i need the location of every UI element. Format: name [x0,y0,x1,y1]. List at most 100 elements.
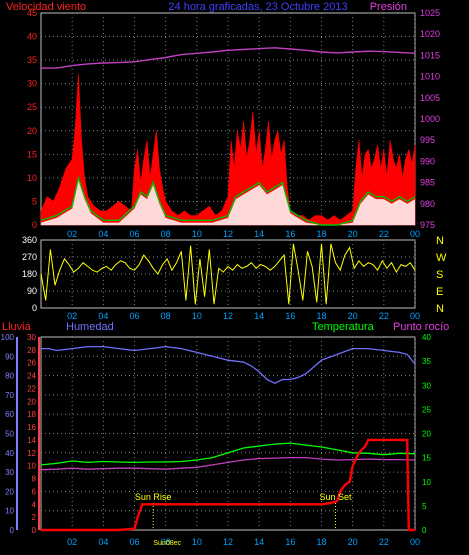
temperature-tick-label: 40 [422,333,431,342]
direction-x-tick-label: 20 [348,311,358,321]
grid-lines [16,13,416,530]
compass-label: N [436,235,444,247]
humidity-tick-label: 80 [5,372,14,381]
rain-axis-title: Lluvia [2,321,32,333]
rain-tick-label: 2 [32,513,37,522]
rain-x-tick-label: 10 [192,537,202,547]
wind-speed-tick-label: 40 [27,32,37,42]
direction-tick-label: 0 [32,303,37,313]
rain-x-tick-label: 04 [98,537,108,547]
temperature-tick-label: 5 [422,502,427,511]
humidity-line [41,345,416,385]
wind-speed-tick-label: 20 [27,126,37,136]
rain-x-tick-label: 08 [161,537,171,547]
humidity-tick-label: 20 [5,487,14,496]
direction-x-tick-label: 00 [410,311,420,321]
rain-x-tick-label: 02 [67,537,77,547]
temperature-tick-label: 30 [422,381,431,390]
rain-x-tick-label: 06 [129,537,139,547]
direction-x-tick-label: 18 [316,311,326,321]
compass-label: N [436,303,444,315]
left-axis-title: Velocidad viento [6,1,86,13]
chart-title: 24 hora graficadas, 23 Octubre 2013 [168,1,347,13]
humidity-tick-label: 50 [5,430,14,439]
rain-x-tick-label: 22 [379,537,389,547]
wind-speed-tick-label: 0 [32,220,37,230]
temperature-tick-label: 0 [422,526,427,535]
wind-gust-area [40,74,416,226]
pressure-tick-label: 1005 [420,93,440,103]
pressure-line [41,47,416,69]
rain-tick-label: 14 [27,436,36,445]
rain-tick-label: 12 [27,449,36,458]
rain-tick-label: 0 [32,526,37,535]
wind-speed-tick-label: 25 [27,102,37,112]
direction-tick-label: 90 [27,286,37,296]
pressure-tick-label: 1025 [420,8,440,18]
direction-x-tick-label: 02 [67,311,77,321]
compass-label: E [436,286,443,298]
wind-speed-tick-label: 30 [27,79,37,89]
right-axis-title: Presión [370,1,407,13]
wind-x-tick-label: 16 [285,229,295,239]
rain-tick-label: 6 [32,487,37,496]
direction-x-tick-label: 10 [192,311,202,321]
temperature-tick-label: 15 [422,454,431,463]
wind-x-tick-label: 08 [161,229,171,239]
rain-line [41,438,415,532]
temperature-tick-label: 25 [422,405,431,414]
sun-annotation-label: Sun Set [320,492,353,502]
wind-speed-tick-label: 15 [27,149,37,159]
wind-speed-tick-label: 10 [27,173,37,183]
direction-x-tick-label: 06 [129,311,139,321]
rain-x-tick-label: 20 [348,537,358,547]
direction-tick-label: 360 [22,235,37,245]
direction-x-tick-label: 08 [161,311,171,321]
rain-x-tick-label: 18 [316,537,326,547]
pressure-tick-label: 1015 [420,50,440,60]
direction-x-tick-label: 12 [223,311,233,321]
direction-x-tick-label: 22 [379,311,389,321]
humidity-tick-label: 60 [5,410,14,419]
humidity-tick-label: 30 [5,468,14,477]
pressure-tick-label: 980 [420,199,435,209]
wind-average-line [40,175,416,226]
tick-labels: 0510152025303540459759809859909951000100… [1,8,447,547]
temperature-tick-label: 20 [422,430,431,439]
wind-x-tick-label: 04 [98,229,108,239]
sun-annotation-label: Sun Rise [135,492,172,502]
humidity-tick-label: 10 [5,507,14,516]
wind-x-tick-label: 22 [379,229,389,239]
direction-x-tick-label: 04 [98,311,108,321]
wind-x-tick-label: 00 [410,229,420,239]
rain-tick-label: 16 [27,423,36,432]
pressure-tick-label: 995 [420,135,435,145]
rain-x-tick-label: 00 [410,537,420,547]
rain-tick-label: 8 [32,475,37,484]
temperature-tick-label: 10 [422,478,431,487]
wind-x-tick-label: 06 [129,229,139,239]
direction-tick-label: 180 [22,269,37,279]
pressure-tick-label: 975 [420,220,435,230]
humidity-axis-title: Humedad [66,321,114,333]
dewpoint-line [40,456,416,471]
wind-x-tick-label: 18 [316,229,326,239]
humidity-tick-label: 100 [1,333,15,342]
wind-x-tick-label: 12 [223,229,233,239]
wind-direction-line [40,243,416,305]
wind-x-tick-label: 20 [348,229,358,239]
dewpoint-axis-title: Punto rocío [393,321,449,333]
temperature-axis-title: Temperatura [312,321,375,333]
rain-tick-label: 10 [27,462,36,471]
rain-x-tick-label: 16 [285,537,295,547]
pressure-tick-label: 1010 [420,72,440,82]
wind-x-tick-label: 10 [192,229,202,239]
rain-tick-label: 28 [27,346,36,355]
compass-label: W [436,252,447,264]
rain-tick-label: 4 [32,500,37,509]
temperature-tick-label: 35 [422,357,431,366]
rain-tick-label: 18 [27,410,36,419]
sun-annotation-label: Sun08ec [153,540,181,547]
